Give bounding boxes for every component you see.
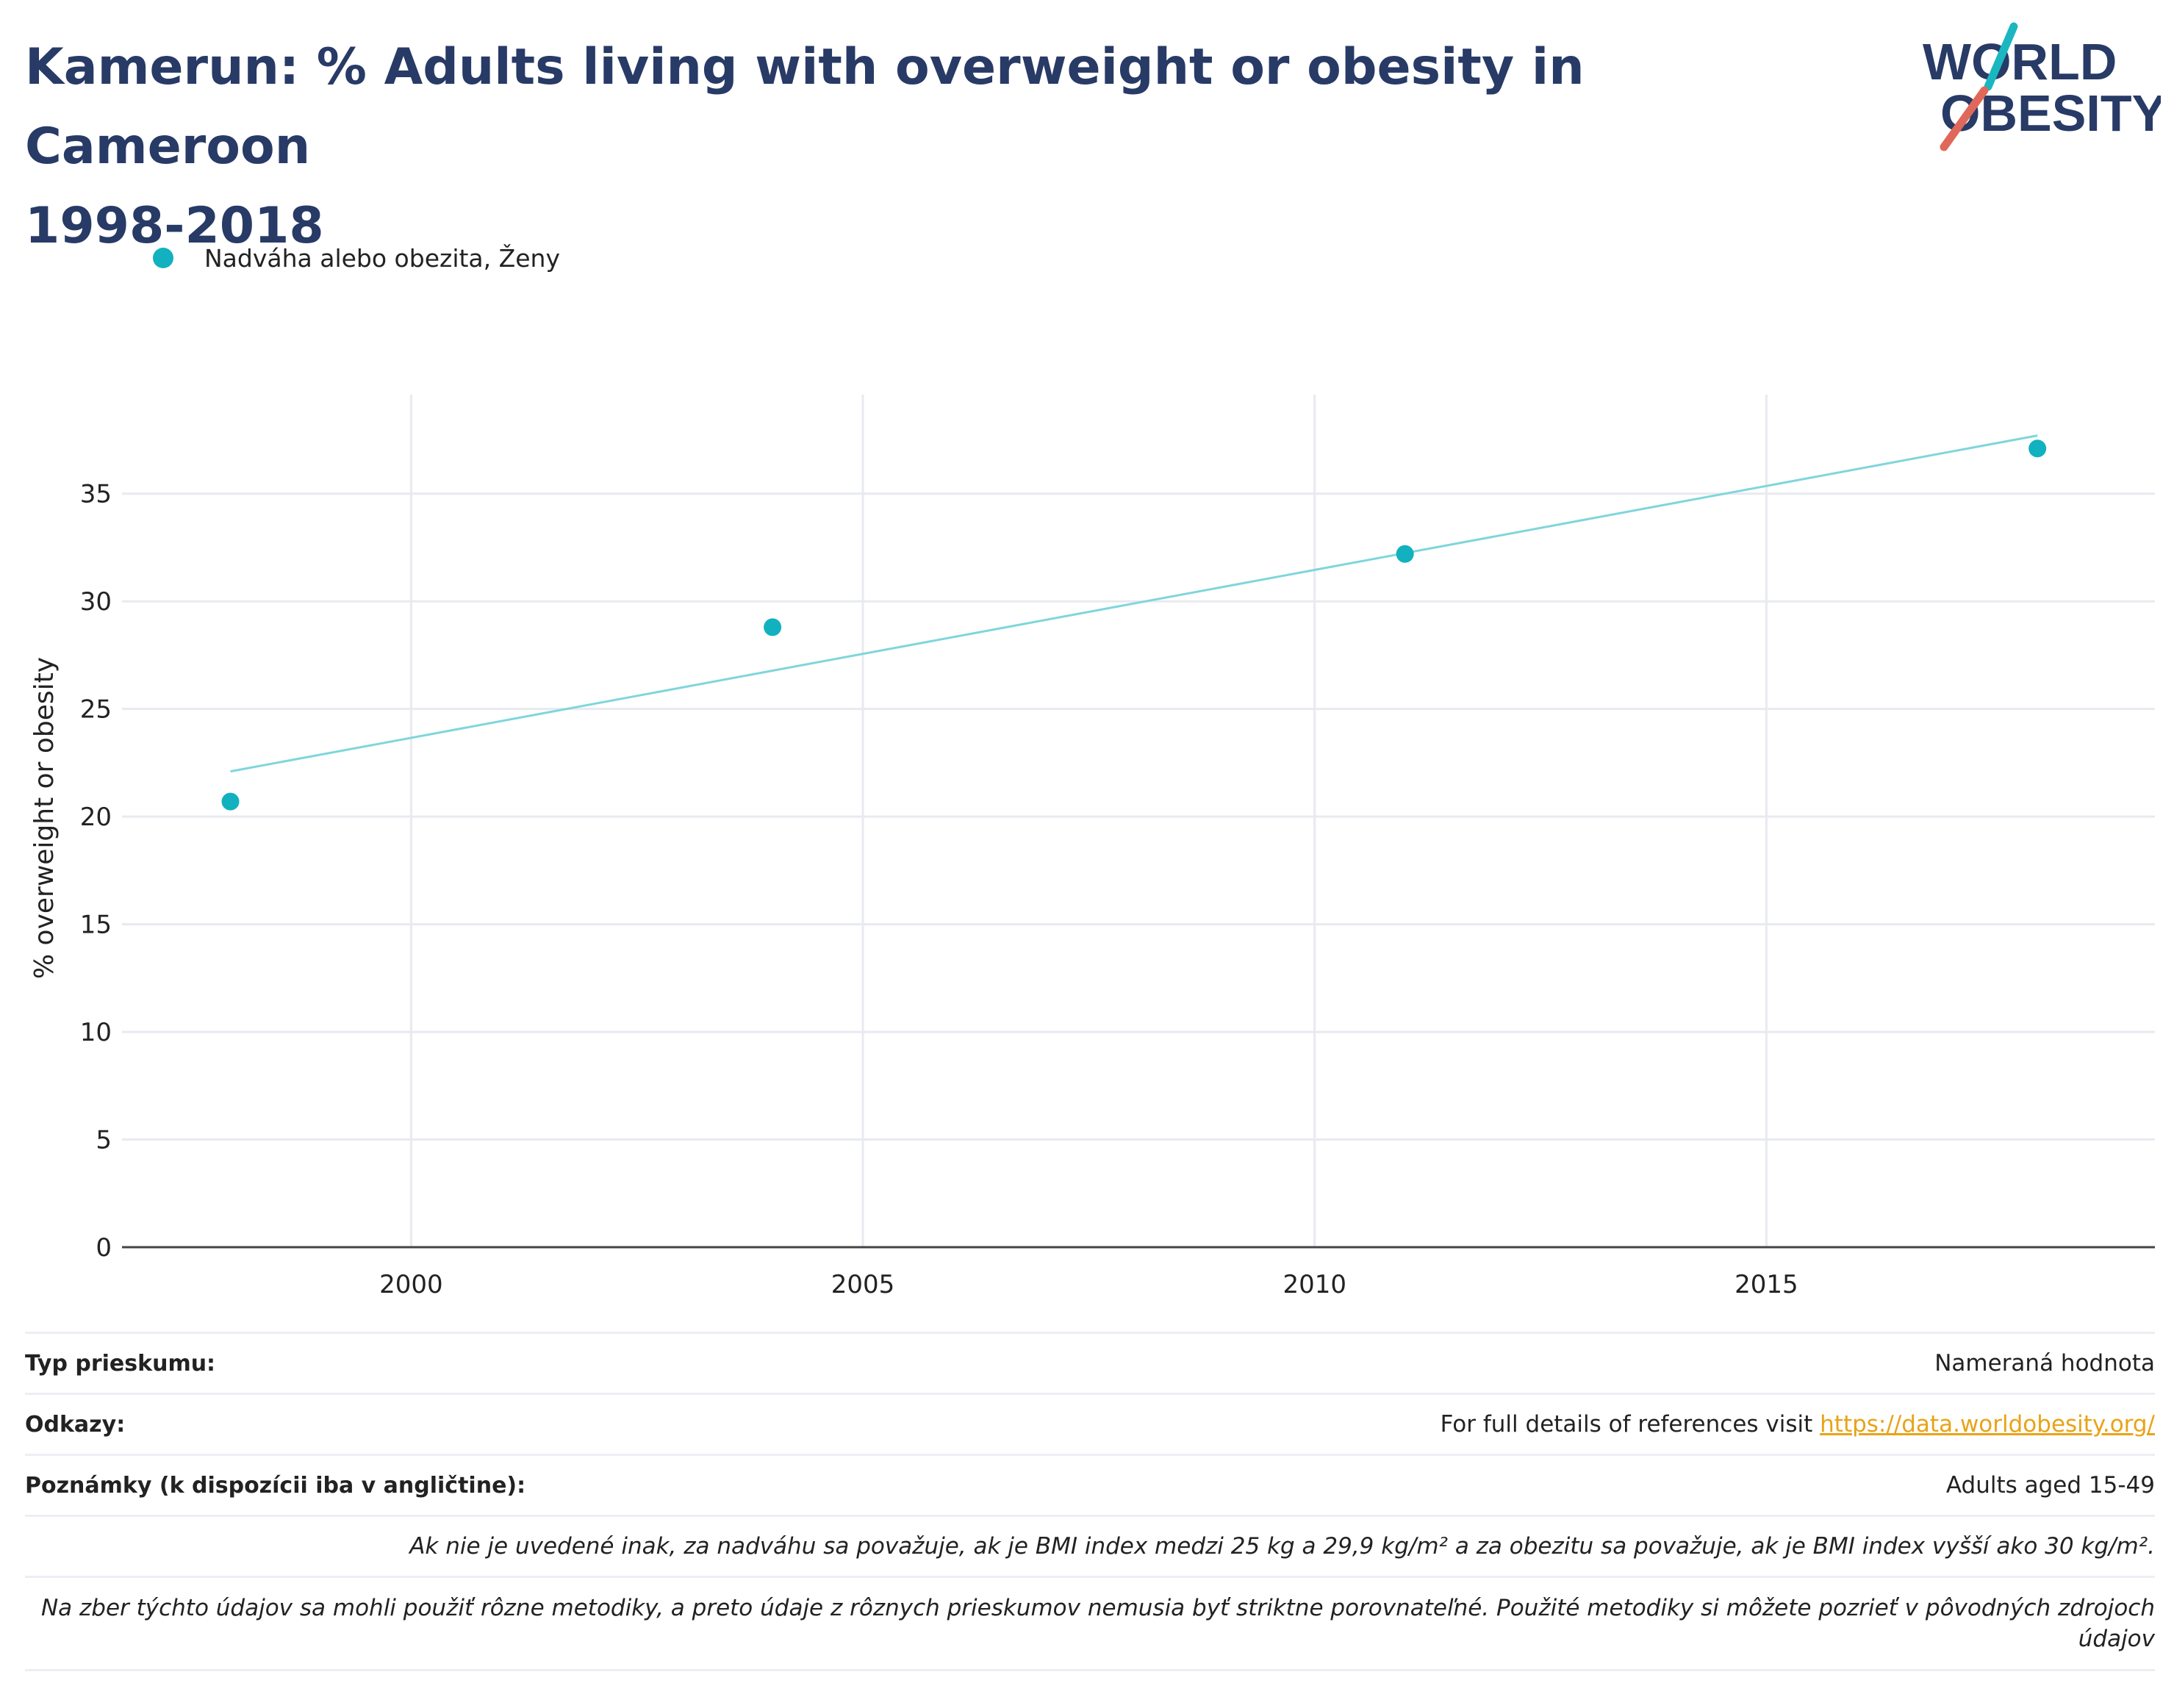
title-line-2: 1998-2018 [25, 197, 324, 255]
note-bmi: Ak nie je uvedené inak, za nadváhu sa po… [409, 1533, 2155, 1560]
world-obesity-logo: WORLD OBESITY [1923, 22, 2161, 151]
x-tick-label: 2000 [379, 1270, 443, 1299]
references-row: Odkazy: For full details of references v… [25, 1393, 2155, 1454]
logo-coral-slash [1940, 86, 1989, 151]
y-tick-label: 25 [80, 695, 112, 725]
y-tick-label: 30 [80, 587, 112, 617]
info-table: Typ prieskumu: Nameraná hodnota Odkazy: … [25, 1332, 2155, 1671]
survey-type-label: Typ prieskumu: [25, 1350, 216, 1377]
x-tick-label: 2015 [1734, 1270, 1798, 1299]
survey-type-value: Nameraná hodnota [1934, 1350, 2155, 1377]
data-point [2028, 439, 2047, 458]
data-point [221, 792, 240, 811]
legend-marker [153, 248, 173, 268]
notes-row: Poznámky (k dispozícii iba v angličtine)… [25, 1454, 2155, 1515]
y-tick-label: 20 [80, 803, 112, 832]
legend: Nadváha alebo obezita, Ženy [153, 240, 560, 276]
grid [122, 395, 2155, 1247]
data-point [1396, 545, 1414, 563]
y-tick-label: 35 [80, 480, 112, 509]
chart-canvas: 0 5 10 15 20 25 30 35 2000 2005 2010 2015 % overwei… [29, 395, 2155, 1299]
references-text: For full details of references visit [1440, 1411, 1820, 1438]
y-tick-label: 10 [80, 1018, 112, 1047]
x-tick-label: 2010 [1282, 1270, 1346, 1299]
references-link[interactable]: https://data.worldobesity.org/ [1820, 1411, 2155, 1438]
tick-labels: 0 5 10 15 20 25 30 35 2000 2005 2010 2015 [80, 480, 1798, 1299]
data-point [764, 618, 782, 636]
x-tick-label: 2005 [831, 1270, 895, 1299]
trendline-group [230, 434, 2038, 773]
note-bmi-row: Ak nie je uvedené inak, za nadváhu sa po… [25, 1515, 2155, 1576]
trendline [230, 434, 2038, 773]
data-points [221, 439, 2047, 811]
references-label: Odkazy: [25, 1411, 126, 1438]
logo-teal-slash [1984, 22, 2018, 91]
y-tick-label: 0 [96, 1233, 112, 1263]
title-line-1: Kamerun: % Adults living with overweight… [25, 38, 1585, 176]
y-tick-label: 15 [80, 911, 112, 940]
references-value: For full details of references visit htt… [1441, 1411, 2155, 1438]
notes-value: Adults aged 15-49 [1945, 1472, 2155, 1499]
chart-title: Kamerun: % Adults living with overweight… [25, 28, 1715, 266]
legend-label: Nadváha alebo obezita, Ženy [204, 243, 560, 273]
y-tick-label: 5 [96, 1126, 112, 1155]
survey-type-row: Typ prieskumu: Nameraná hodnota [25, 1332, 2155, 1393]
logo-line-1: WORLD [1923, 33, 2117, 90]
notes-label: Poznámky (k dispozícii iba v angličtine)… [25, 1472, 526, 1499]
note-methods: Na zber týchto údajov sa mohli použiť rô… [40, 1595, 2155, 1652]
y-axis-label: % overweight or obesity [29, 657, 60, 979]
note-methods-row: Na zber týchto údajov sa mohli použiť rô… [25, 1576, 2155, 1671]
